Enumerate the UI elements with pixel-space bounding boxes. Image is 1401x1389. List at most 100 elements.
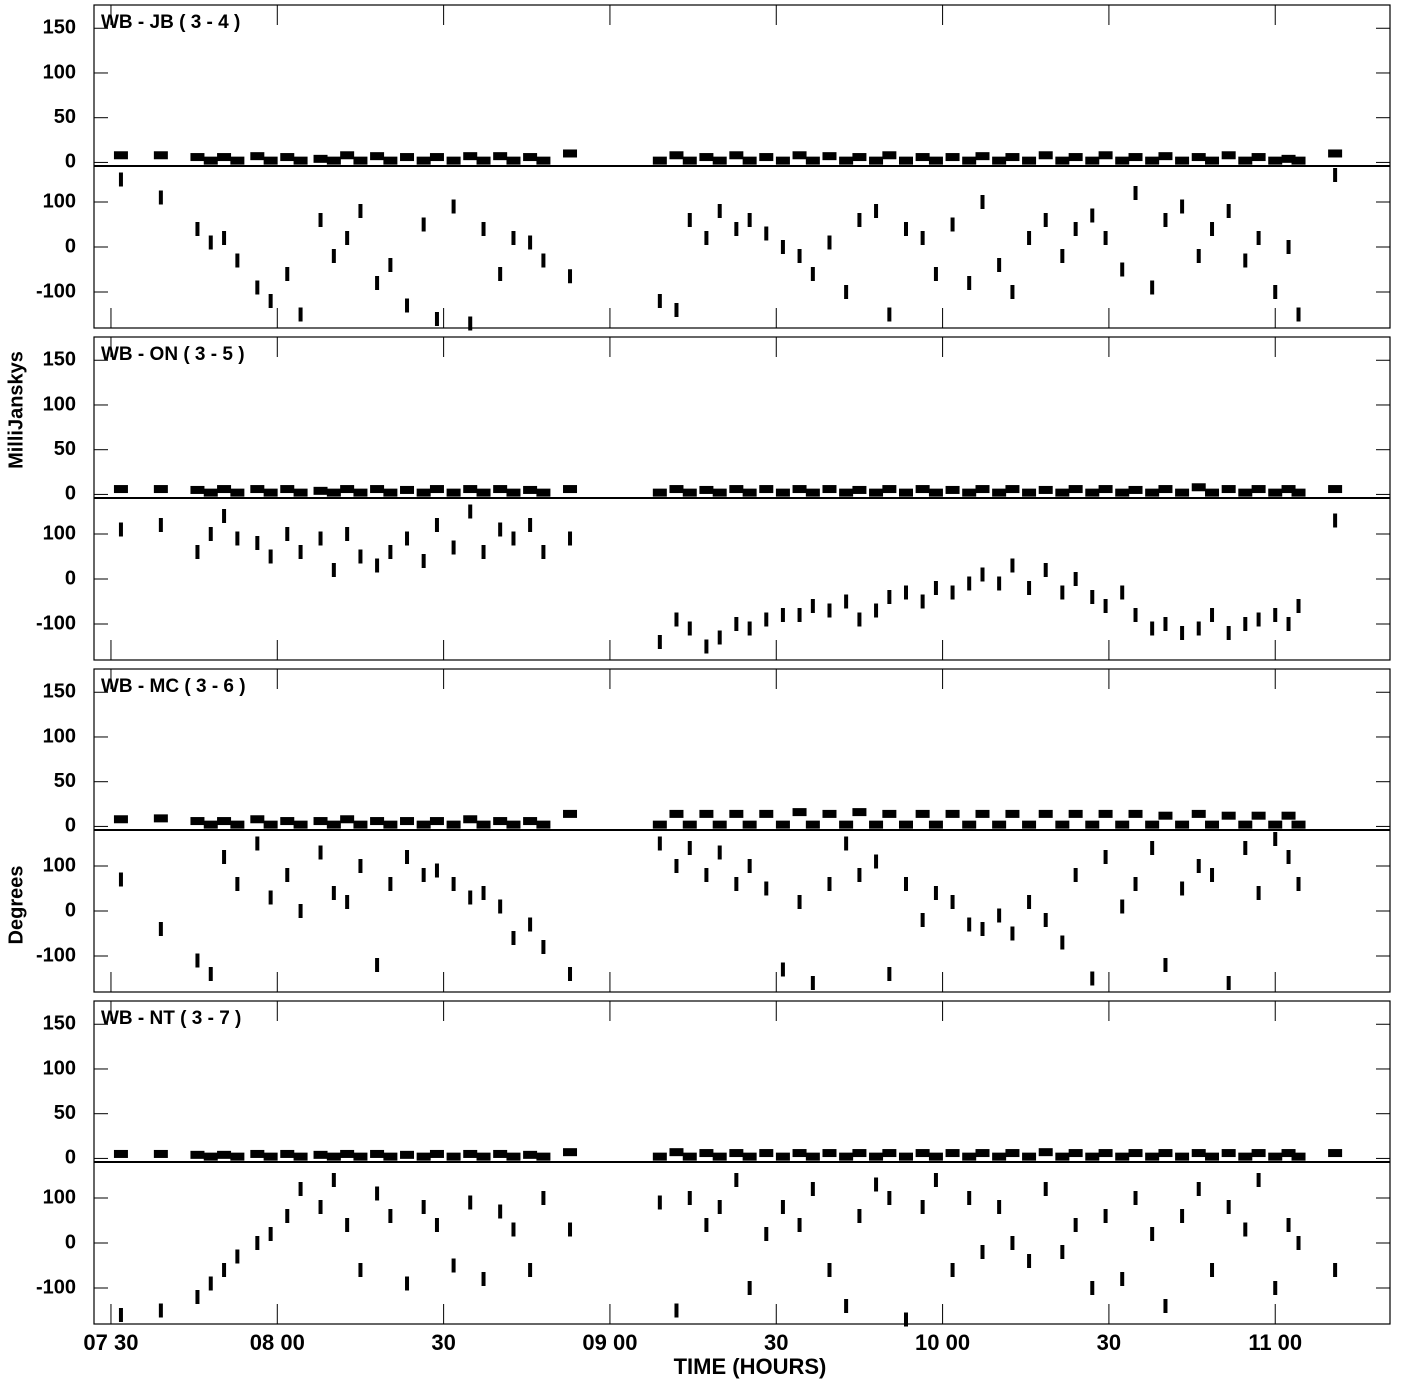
phase-point	[405, 531, 410, 546]
phase-point	[874, 1177, 879, 1192]
phase-point	[717, 1200, 722, 1214]
phase-point	[674, 303, 679, 317]
phase-point	[434, 863, 439, 878]
phase-point	[1210, 868, 1215, 882]
amplitude-point	[915, 485, 930, 494]
amplitude-point	[326, 820, 341, 829]
phase-point	[1210, 608, 1215, 622]
amplitude-point	[1128, 153, 1143, 162]
phase-point	[1180, 881, 1185, 896]
amplitude-point	[928, 488, 943, 497]
phase-point	[388, 1209, 393, 1223]
phase-point	[222, 1263, 227, 1277]
phase-point	[764, 1227, 769, 1241]
x-axis-label: TIME (HOURS)	[674, 1354, 827, 1379]
phase-point	[810, 1182, 815, 1196]
phase-point	[298, 545, 303, 559]
amplitude-point	[1158, 811, 1173, 820]
amplitude-point	[1291, 820, 1306, 829]
phase-point	[1163, 958, 1168, 972]
phase-point	[1333, 513, 1338, 528]
phase-point	[950, 217, 955, 232]
amplitude-point	[1158, 1149, 1173, 1158]
x-tick-label: 30	[764, 1330, 788, 1355]
phase-point	[434, 518, 439, 532]
phase-point	[1027, 895, 1032, 909]
y-tick-label: 100	[43, 854, 76, 876]
phase-point	[1273, 608, 1278, 622]
amplitude-point	[563, 149, 578, 158]
phase-point	[1090, 590, 1095, 604]
phase-point	[1090, 1281, 1095, 1295]
amplitude-point	[1221, 485, 1236, 494]
phase-point	[1273, 285, 1278, 299]
phase-point	[1196, 621, 1201, 636]
amplitude-point	[280, 153, 295, 162]
amplitude-point	[340, 815, 355, 824]
phase-point	[1103, 599, 1108, 613]
y-tick-label: 50	[54, 1102, 76, 1124]
phase-point	[375, 558, 380, 573]
amplitude-point	[536, 820, 551, 829]
amplitude-point	[1038, 1148, 1053, 1157]
amplitude-point	[429, 817, 444, 826]
phase-point	[1196, 1182, 1201, 1196]
amplitude-point	[975, 809, 990, 818]
phase-point	[1286, 240, 1291, 254]
phase-point	[358, 859, 363, 873]
phase-point	[568, 1222, 573, 1237]
y-tick-label: 100	[43, 725, 76, 747]
amplitude-point	[446, 156, 461, 165]
phase-point	[1273, 832, 1278, 846]
amplitude-point	[506, 156, 521, 165]
amplitude-point	[1328, 485, 1343, 494]
amplitude-point	[476, 820, 491, 829]
amplitude-point	[729, 1149, 744, 1158]
phase-point	[568, 967, 573, 981]
amplitude-point	[742, 156, 757, 165]
phase-point	[857, 868, 862, 882]
phase-point	[222, 231, 227, 245]
amplitude-point	[190, 817, 205, 826]
amplitude-point	[1115, 820, 1130, 829]
phase-point	[674, 1303, 679, 1318]
phase-point	[967, 917, 972, 932]
amplitude-point	[217, 817, 232, 826]
y-tick-label: 100	[43, 393, 76, 415]
amplitude-point	[1085, 820, 1100, 829]
phase-point	[734, 222, 739, 236]
amplitude-point	[313, 1150, 328, 1159]
phase-point	[687, 621, 692, 636]
amplitude-point	[962, 156, 977, 165]
amplitude-point	[1291, 488, 1306, 497]
amplitude-point	[293, 156, 308, 165]
amplitude-point	[1221, 151, 1236, 160]
phase-point	[345, 1218, 350, 1232]
amplitude-point	[775, 820, 790, 829]
amplitude-point	[536, 156, 551, 165]
phase-point	[285, 267, 290, 281]
phase-point	[208, 235, 213, 250]
amplitude-point	[190, 153, 205, 162]
amplitude-point	[1175, 156, 1190, 165]
amplitude-point	[1055, 1152, 1070, 1161]
amplitude-point	[313, 154, 328, 163]
phase-point	[318, 213, 323, 227]
amplitude-point	[869, 820, 884, 829]
phase-point	[1150, 280, 1155, 295]
phase-point	[887, 307, 892, 322]
amplitude-point	[563, 485, 578, 494]
phase-point	[1243, 1222, 1248, 1237]
phase-point	[158, 518, 163, 532]
amplitude-point	[805, 488, 820, 497]
amplitude-point	[682, 488, 697, 497]
amplitude-point	[822, 485, 837, 494]
amplitude-point	[839, 488, 854, 497]
phase-point	[268, 549, 273, 564]
y-tick-label: 150	[43, 681, 76, 703]
amplitude-point	[523, 817, 538, 826]
y-tick-label: -100	[36, 612, 76, 634]
amplitude-point	[699, 485, 714, 494]
y-tick-label: 150	[43, 1013, 76, 1035]
phase-point	[780, 608, 785, 622]
